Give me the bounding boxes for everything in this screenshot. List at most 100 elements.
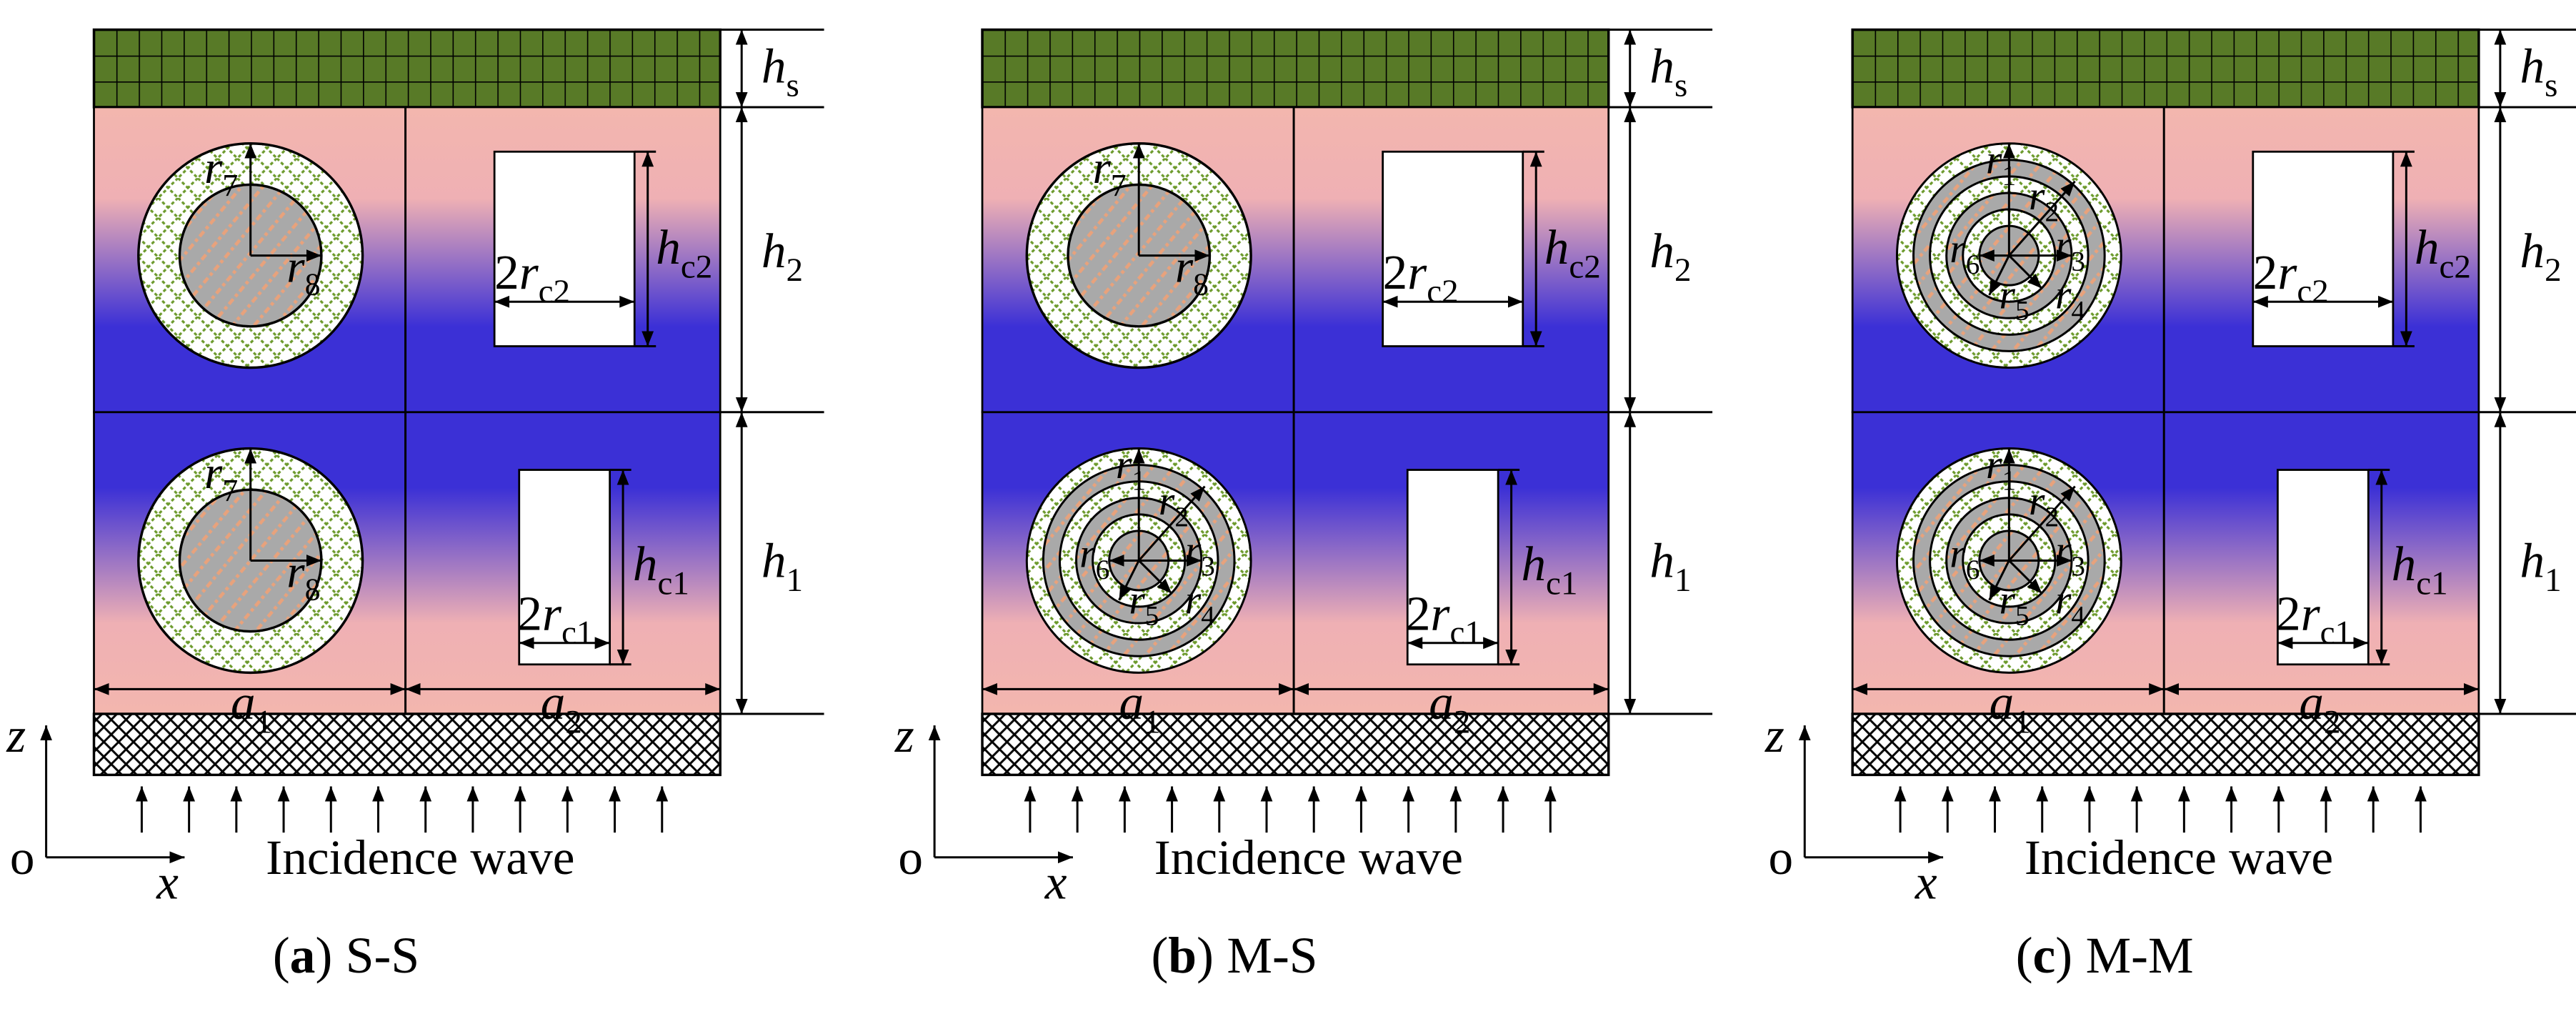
label-subscript: 8 (305, 267, 321, 302)
symbol-label: 2rc1 (2276, 585, 2352, 651)
label-symbol: h (762, 38, 787, 93)
axis-label: z (894, 707, 914, 762)
caption: (c) M-M (2016, 928, 2194, 984)
label-symbol: h (2392, 536, 2417, 591)
label-symbol: a (2299, 675, 2324, 730)
symbol-label: r3 (1185, 528, 1215, 582)
axis-label: o (1769, 830, 1794, 885)
label-subscript: 5 (1145, 600, 1159, 631)
caption-paren: ) (1197, 928, 1214, 984)
caption-text: M-M (2086, 928, 2194, 984)
label-subscript: c2 (1569, 249, 1600, 286)
symbol-label: h2 (2520, 223, 2562, 289)
caption-paren: ( (2016, 928, 2033, 984)
symbol-label: hs (762, 38, 799, 104)
label-symbol: a (1119, 675, 1144, 730)
label-subscript: 2 (2545, 252, 2562, 289)
symbol-label: 2rc1 (1406, 585, 1482, 651)
caption-paren: ( (273, 928, 290, 984)
label-subscript: 3 (2071, 551, 2085, 582)
label-subscript: 1 (1144, 703, 1161, 740)
hole (2277, 469, 2370, 666)
label-symbol: h (1649, 223, 1674, 278)
symbol-label: hc2 (1544, 219, 1601, 285)
caption: (a) S-S (273, 928, 419, 984)
label-subscript: c1 (2320, 615, 2352, 652)
label-symbol: r (286, 241, 305, 292)
symbol-label: 2rc2 (1383, 244, 1459, 310)
label-subscript: c1 (658, 565, 689, 602)
symbol-label: 2rc2 (494, 244, 570, 310)
axis-label: x (1914, 854, 1937, 909)
label-symbol: r (1175, 241, 1194, 292)
label-symbol: a (541, 675, 566, 730)
label-symbol: r (1950, 227, 1966, 272)
label-subscript: 6 (1966, 555, 1980, 585)
symbol-label: r2 (2029, 174, 2059, 227)
axis-label: x (156, 854, 179, 909)
label-symbol: a (1429, 675, 1454, 730)
label-symbol: r (1129, 577, 1145, 622)
caption-letter: a (290, 928, 316, 984)
label-subscript: 4 (2071, 296, 2085, 327)
label-subscript: 3 (1201, 551, 1215, 582)
label-subscript: 2 (1674, 252, 1692, 289)
label-symbol: r (204, 447, 223, 498)
radius-line (2008, 180, 2076, 257)
label-subscript: 1 (786, 562, 803, 599)
label-symbol: r (1986, 442, 2002, 487)
label-subscript: s (1674, 67, 1687, 104)
label-subscript: 2 (1174, 502, 1189, 532)
label-subscript: s (786, 67, 799, 104)
radius-line (1138, 485, 1206, 562)
label-symbol: h (633, 536, 658, 591)
label-prefix: 2 (517, 585, 542, 640)
label-subscript: c2 (1427, 273, 1458, 310)
label-subscript: 4 (2071, 600, 2085, 631)
label-symbol: r (1185, 528, 1202, 573)
symbol-label: r8 (286, 545, 320, 607)
label-symbol: r (2000, 577, 2016, 622)
label-subscript: 5 (2015, 600, 2030, 631)
label-symbol: h (762, 533, 787, 588)
label-symbol: r (2055, 577, 2072, 622)
label-symbol: r (1079, 532, 1096, 577)
label-symbol: r (2055, 272, 2072, 317)
label-subscript: 1 (1674, 562, 1692, 599)
symbol-label: hs (1649, 38, 1687, 104)
label-symbol: r (1093, 141, 1112, 193)
label-subscript: 6 (1966, 249, 1980, 280)
label-symbol: h (1521, 536, 1546, 591)
label-symbol: r (1159, 479, 1175, 524)
label-prefix: 2 (494, 244, 519, 299)
label-symbol: r (1185, 577, 1202, 622)
label-subscript: 1 (256, 703, 273, 740)
radius-line (1138, 560, 1173, 595)
label-subscript: 1 (2545, 562, 2562, 599)
label-subscript: 8 (305, 572, 321, 607)
label-subscript: 1 (2014, 703, 2031, 740)
symbol-label: r3 (2055, 223, 2085, 277)
top-layer (981, 28, 1610, 109)
caption-text: M-S (1227, 928, 1317, 984)
symbol-label: h1 (1649, 533, 1691, 599)
label-symbol: r (2301, 585, 2321, 640)
axis-label: o (898, 830, 923, 885)
label-subscript: c2 (681, 249, 712, 286)
caption: (b) M-S (1151, 928, 1317, 984)
symbol-label: 2rc1 (517, 585, 593, 651)
axis-label: x (1044, 854, 1067, 909)
label-subscript: 8 (1193, 267, 1209, 302)
label-subscript: 2 (1454, 703, 1471, 740)
label-prefix: 2 (1406, 585, 1431, 640)
label-symbol: r (1431, 585, 1451, 640)
symbol-label: r4 (2055, 272, 2085, 326)
label-subscript: 2 (786, 252, 803, 289)
label-symbol: r (204, 141, 223, 193)
